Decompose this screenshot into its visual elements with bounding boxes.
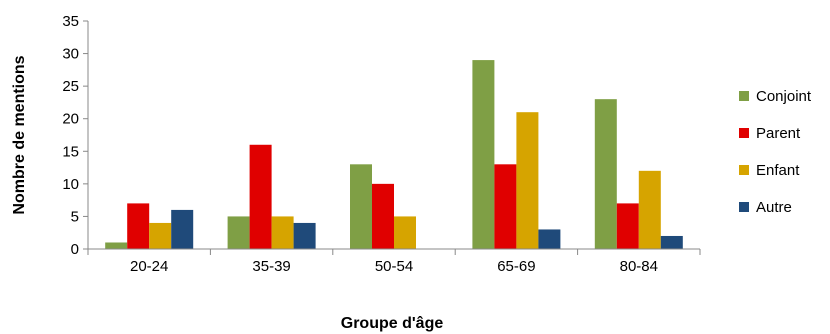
y-tick-label: 30 xyxy=(62,46,79,63)
x-axis-title: Groupe d'âge xyxy=(341,315,444,332)
bar-conjoint-50-54 xyxy=(350,164,372,249)
bar-enfant-50-54 xyxy=(394,216,416,249)
bar-parent-50-54 xyxy=(372,183,394,249)
bar-autre-80-84 xyxy=(660,235,683,249)
bar-enfant-35-39 xyxy=(271,216,294,249)
bar-conjoint-80-84 xyxy=(594,99,617,250)
bar-enfant-80-84 xyxy=(638,170,661,249)
x-tick-label: 65-69 xyxy=(497,258,535,275)
x-tick-label: 80-84 xyxy=(620,258,658,275)
y-tick-label: 15 xyxy=(62,143,79,160)
bar-enfant-65-69 xyxy=(516,112,539,249)
x-tick-label: 50-54 xyxy=(375,258,413,275)
legend-swatch-autre xyxy=(739,202,749,212)
y-tick-label: 25 xyxy=(62,78,79,95)
bar-autre-65-69 xyxy=(538,229,561,249)
legend-label-autre: Autre xyxy=(756,199,792,216)
bar-parent-80-84 xyxy=(616,203,639,249)
legend-swatch-enfant xyxy=(739,165,749,175)
bars xyxy=(105,60,683,250)
y-tick-label: 5 xyxy=(71,208,79,225)
bar-parent-65-69 xyxy=(494,164,517,249)
legend-swatch-parent xyxy=(739,128,749,138)
y-axis-ticks: 0 5 10 15 20 25 30 35 xyxy=(62,13,88,258)
legend-swatch-conjoint xyxy=(739,91,749,101)
bar-parent-20-24 xyxy=(127,203,150,249)
legend-label-enfant: Enfant xyxy=(756,162,800,179)
bar-parent-35-39 xyxy=(249,144,272,249)
y-axis-title: Nombre de mentions xyxy=(11,55,28,214)
bar-enfant-20-24 xyxy=(149,222,172,249)
bar-conjoint-65-69 xyxy=(472,60,495,250)
x-tick-label: 20-24 xyxy=(130,258,168,275)
y-tick-label: 0 xyxy=(71,241,79,258)
bar-conjoint-35-39 xyxy=(227,216,250,249)
x-axis-ticks: 20-24 35-39 50-54 65-69 80-84 xyxy=(87,249,701,275)
legend-label-parent: Parent xyxy=(756,125,801,142)
legend: Conjoint Parent Enfant Autre xyxy=(739,88,812,216)
y-tick-label: 10 xyxy=(62,176,79,193)
x-tick-label: 35-39 xyxy=(252,258,290,275)
y-tick-label: 20 xyxy=(62,111,79,128)
bar-autre-35-39 xyxy=(293,222,316,249)
legend-label-conjoint: Conjoint xyxy=(756,88,812,105)
y-tick-label: 35 xyxy=(62,13,79,30)
bar-autre-20-24 xyxy=(171,209,194,249)
bar-conjoint-20-24 xyxy=(105,242,128,249)
